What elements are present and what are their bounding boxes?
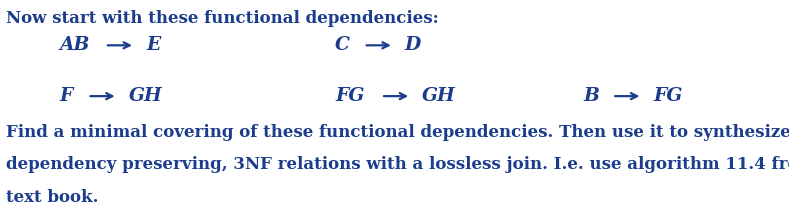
Text: C: C: [335, 36, 350, 54]
Text: GH: GH: [129, 87, 163, 105]
Text: FG: FG: [653, 87, 682, 105]
Text: FG: FG: [335, 87, 365, 105]
Text: B: B: [584, 87, 600, 105]
Text: GH: GH: [422, 87, 456, 105]
Text: dependency preserving, 3NF relations with a lossless join. I.e. use algorithm 11: dependency preserving, 3NF relations wit…: [6, 156, 789, 173]
Text: AB: AB: [59, 36, 89, 54]
Text: Now start with these functional dependencies:: Now start with these functional dependen…: [6, 10, 439, 27]
Text: text book.: text book.: [6, 189, 99, 206]
Text: F: F: [59, 87, 73, 105]
Text: D: D: [405, 36, 421, 54]
Text: E: E: [146, 36, 160, 54]
Text: Find a minimal covering of these functional dependencies. Then use it to synthes: Find a minimal covering of these functio…: [6, 124, 789, 141]
